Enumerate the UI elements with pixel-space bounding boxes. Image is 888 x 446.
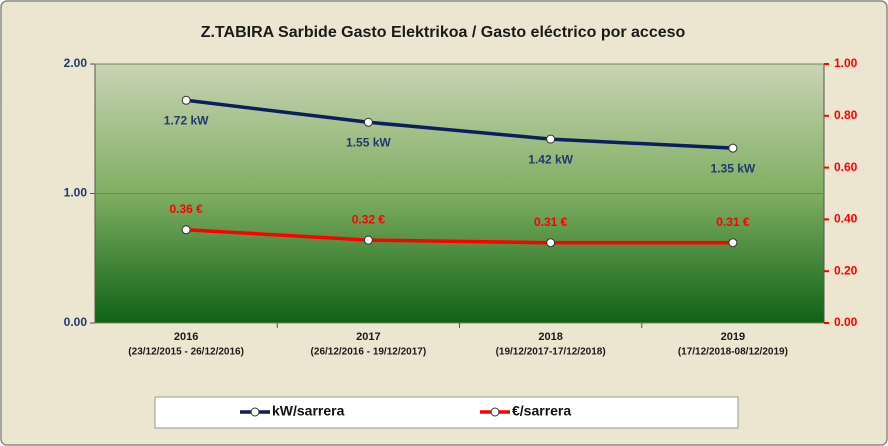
data-label: 1.35 kW: [711, 161, 756, 175]
y2-tick-label: 0.80: [834, 108, 858, 122]
data-label: 0.32 €: [352, 212, 386, 226]
x-tick-label: 2016: [174, 331, 198, 343]
y2-tick-label: 0.60: [834, 160, 858, 174]
data-label: 1.55 kW: [346, 135, 391, 149]
point: [546, 238, 556, 248]
series-line: [185, 98, 733, 150]
legend-marker: [490, 407, 500, 417]
legend-label: €/sarrera: [512, 403, 571, 419]
y-tick-label: 2.00: [64, 56, 88, 70]
data-label: 0.31 €: [534, 215, 568, 229]
point: [181, 225, 191, 235]
point: [546, 134, 556, 144]
y2-tick-label: 1.00: [834, 56, 858, 70]
y2-tick-label: 0.20: [834, 263, 858, 277]
legend-marker: [250, 407, 260, 417]
point: [363, 235, 373, 245]
point: [181, 95, 191, 105]
y-tick-label: 1.00: [64, 186, 88, 200]
legend-label: kW/sarrera: [272, 403, 345, 419]
data-label: 0.31 €: [716, 215, 750, 229]
chart-title: Z.TABIRA Sarbide Gasto Elektrikoa / Gast…: [201, 24, 686, 41]
series-line: [186, 228, 733, 245]
data-label: 1.72 kW: [164, 113, 209, 127]
point: [728, 238, 738, 248]
x-tick-range: (17/12/2018-08/12/2019): [678, 347, 788, 358]
y-tick-label: 0.00: [64, 315, 88, 329]
y2-tick-label: 0.00: [834, 315, 858, 329]
x-tick-range: (26/12/2016 - 19/12/2017): [311, 347, 427, 358]
y2-tick-label: 0.40: [834, 212, 858, 226]
point: [728, 143, 738, 153]
x-tick-range: (23/12/2015 - 26/12/2016): [128, 347, 244, 358]
x-tick-label: 2019: [721, 331, 745, 343]
point: [363, 117, 373, 127]
x-tick-label: 2018: [538, 331, 562, 343]
x-tick-label: 2017: [356, 331, 380, 343]
data-label: 0.36 €: [169, 202, 203, 216]
data-label: 1.42 kW: [528, 152, 573, 166]
x-tick-range: (19/12/2017-17/12/2018): [496, 347, 606, 358]
